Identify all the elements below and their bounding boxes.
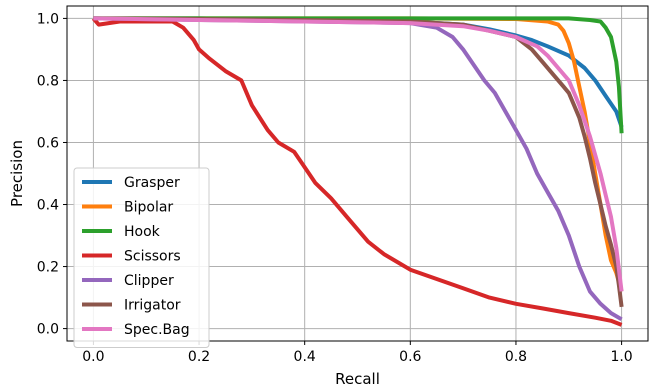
plot-frame <box>66 5 649 342</box>
series-line-hook <box>93 16 624 134</box>
x-tick-label: 0.0 <box>82 349 104 365</box>
series-line-spec-bag <box>93 16 624 292</box>
y-tick-label: 0.8 <box>37 73 59 89</box>
series-lines <box>91 16 624 327</box>
legend-label: Spec.Bag <box>124 322 190 338</box>
series-line-grasper <box>93 16 624 128</box>
x-tick-label: 0.2 <box>188 349 210 365</box>
legend-label: Grasper <box>124 175 180 191</box>
series-line-scissors <box>91 17 623 327</box>
y-tick-label: 0.6 <box>37 135 59 151</box>
y-tick-label: 0.2 <box>37 260 59 276</box>
x-tick-label: 0.6 <box>399 349 421 365</box>
y-tick-label: 0.4 <box>37 198 59 214</box>
legend-label: Irrigator <box>124 298 181 314</box>
legend: Grasper Bipolar Hook Scissors Clipper Irrigat… <box>73 167 210 348</box>
x-tick-label: 1.0 <box>610 349 632 365</box>
x-tick-label: 0.4 <box>294 349 316 365</box>
legend-label: Hook <box>124 224 161 240</box>
x-tick-label: 0.8 <box>505 349 527 365</box>
legend-label: Clipper <box>124 273 174 289</box>
legend-label: Bipolar <box>124 200 173 216</box>
y-tick-label: 1.0 <box>37 11 59 27</box>
x-axis-ticks: 0.0 0.2 0.4 0.6 0.8 1.0 <box>82 341 633 365</box>
legend-label: Scissors <box>124 249 181 265</box>
y-tick-label: 0.0 <box>37 322 59 338</box>
x-axis-label: Recall <box>335 370 380 388</box>
y-axis-ticks: 0.0 0.2 0.4 0.6 0.8 1.0 <box>37 11 67 338</box>
y-axis-label: Precision <box>8 140 26 207</box>
